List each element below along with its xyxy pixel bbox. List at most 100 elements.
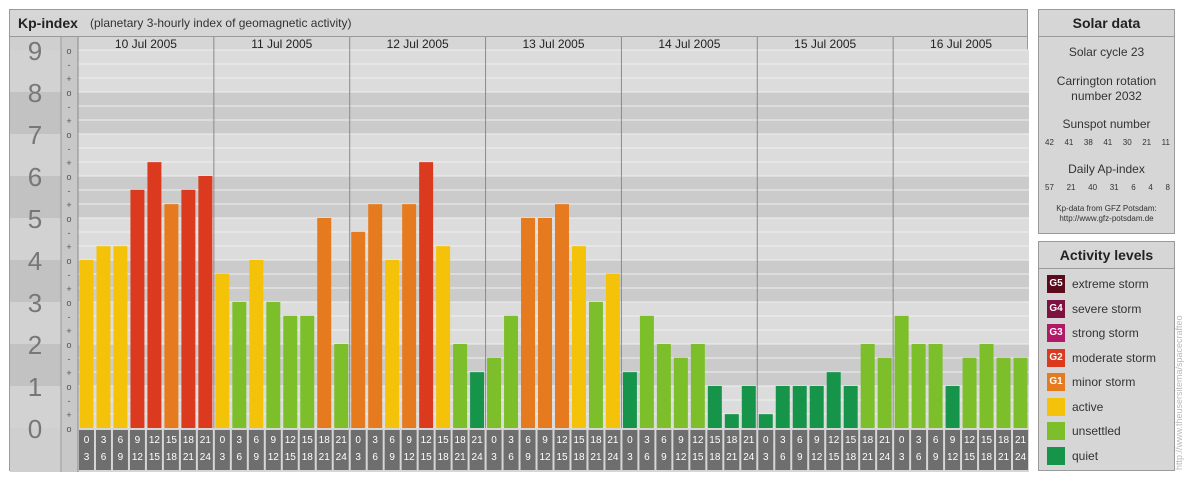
interval-end-label: 24 (1015, 452, 1027, 463)
ap-index-value: 21 (1066, 183, 1076, 192)
legend-swatch (1047, 446, 1065, 465)
activity-levels-panel: Activity levels G5 extreme storm G4 severe … (1038, 241, 1175, 471)
interval-cell (316, 430, 332, 470)
interval-end-label: 9 (661, 452, 667, 463)
interval-cell (775, 430, 791, 470)
interval-cell (843, 430, 859, 470)
interval-end-label: 12 (811, 452, 823, 463)
interval-start-label: 15 (302, 435, 314, 446)
kp-bar (181, 189, 196, 428)
kp-bar (402, 204, 417, 428)
interval-start-label: 3 (508, 435, 514, 446)
interval-start-label: 6 (389, 435, 395, 446)
sunspot-value: 21 (1142, 138, 1152, 147)
legend-item: G4 severe storm (1047, 299, 1172, 318)
y-axis-band (10, 92, 61, 134)
interval-end-label: 9 (525, 452, 531, 463)
kp-bar (317, 218, 332, 428)
legend-item: G2 moderate storm (1047, 348, 1172, 367)
source-link[interactable]: http://www.gfz-potsdam.de (1059, 214, 1154, 223)
legend-swatch: G1 (1047, 373, 1065, 391)
interval-start-label: 0 (220, 435, 226, 446)
interval-end-label: 24 (879, 452, 891, 463)
interval-cell (282, 430, 298, 470)
interval-start-label: 15 (573, 435, 585, 446)
interval-cell (367, 430, 383, 470)
y-axis-band (10, 344, 61, 386)
level-band (78, 218, 1029, 260)
kp-bar (334, 344, 349, 428)
y-tick-label: 5 (28, 204, 42, 234)
kp-bar (928, 344, 943, 428)
legend-label: severe storm (1072, 301, 1142, 316)
interval-cell (112, 430, 128, 470)
interval-cell (520, 430, 536, 470)
sub-tick-label: o (66, 88, 71, 98)
interval-end-label: 6 (372, 452, 378, 463)
solar-cycle: Solar cycle 23 (1068, 45, 1145, 59)
interval-end-label: 3 (899, 452, 905, 463)
interval-end-label: 6 (508, 452, 514, 463)
interval-end-label: 18 (845, 452, 857, 463)
interval-cell (486, 430, 502, 470)
interval-start-label: 9 (950, 435, 956, 446)
day-label: 10 Jul 2005 (115, 37, 177, 51)
interval-start-label: 12 (964, 435, 976, 446)
kp-bar (571, 246, 586, 428)
interval-start-label: 12 (421, 435, 433, 446)
activity-levels-title: Activity levels (1039, 242, 1174, 269)
interval-end-label: 18 (981, 452, 993, 463)
interval-start-label: 15 (845, 435, 857, 446)
interval-end-label: 24 (743, 452, 755, 463)
legend-item: G1 minor storm (1047, 373, 1172, 391)
interval-cell (537, 430, 553, 470)
interval-end-label: 3 (491, 452, 497, 463)
y-axis-band (10, 134, 61, 176)
interval-start-label: 18 (862, 435, 874, 446)
legend-swatch: G3 (1047, 324, 1065, 342)
kp-bar (79, 260, 94, 428)
interval-start-label: 9 (271, 435, 277, 446)
interval-cell (979, 430, 995, 470)
interval-start-label: 0 (627, 435, 633, 446)
kp-bar (792, 386, 807, 428)
carrington-rotation-label: Carrington rotation (1056, 74, 1157, 88)
legend-label: strong storm (1072, 326, 1139, 340)
legend-label: quiet (1072, 448, 1099, 463)
interval-end-label: 15 (556, 452, 568, 463)
kp-index-panel: Kp-index (planetary 3-hourly index of ge… (9, 9, 1029, 472)
kp-bar (894, 315, 909, 428)
interval-cell (860, 430, 876, 470)
interval-cell (962, 430, 978, 470)
kp-bar (283, 315, 298, 428)
chart-header: Kp-index (planetary 3-hourly index of ge… (10, 10, 1027, 37)
sub-tick-label: - (68, 270, 71, 280)
interval-cell (996, 430, 1012, 470)
interval-end-label: 18 (709, 452, 721, 463)
interval-end-label: 15 (149, 452, 161, 463)
interval-cell (95, 430, 111, 470)
interval-start-label: 0 (84, 435, 90, 446)
ap-index-value: 4 (1148, 183, 1153, 192)
kp-bar (130, 189, 145, 428)
kp-bar (639, 315, 654, 428)
sunspot-value: 38 (1083, 138, 1093, 147)
level-band (78, 176, 1029, 218)
sub-tick-label: + (66, 284, 71, 294)
sunspot-label: Sunspot number (1062, 117, 1151, 131)
kp-bar (164, 204, 179, 428)
kp-bar (622, 372, 637, 428)
sub-tick-label: o (66, 382, 71, 392)
ap-index-label: Daily Ap-index (1068, 162, 1145, 176)
sub-tick-area (61, 37, 78, 472)
solar-data-panel: Solar data Solar cycle 23 Carrington rot… (1038, 9, 1175, 234)
sunspot-value: 42 (1045, 138, 1054, 147)
kp-bar (198, 176, 213, 428)
sub-tick-label: + (66, 116, 71, 126)
interval-cell (622, 430, 638, 470)
interval-cell (894, 430, 910, 470)
kp-bar (1013, 357, 1028, 428)
interval-cell (469, 430, 485, 470)
kp-bar (453, 344, 468, 428)
kp-bar (368, 204, 383, 428)
